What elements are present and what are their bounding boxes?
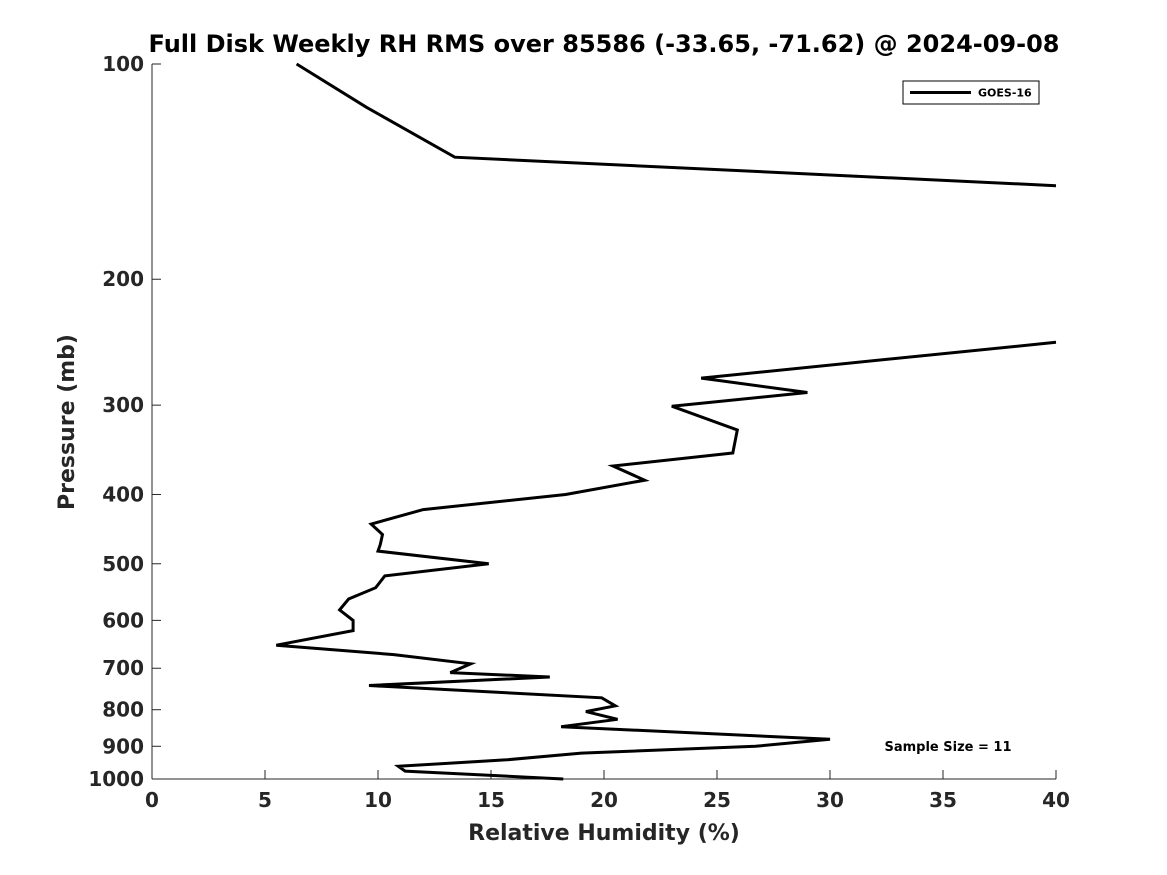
y-tick-label: 800	[102, 698, 144, 722]
chart-title: Full Disk Weekly RH RMS over 85586 (-33.…	[149, 30, 1060, 58]
y-tick-label: 100	[102, 52, 144, 76]
x-tick-label: 0	[145, 788, 159, 812]
x-tick-label: 30	[816, 788, 844, 812]
y-tick-label: 700	[102, 656, 144, 680]
series-layer	[276, 62, 1057, 781]
x-tick-label: 20	[590, 788, 618, 812]
legend-entry-goes-16: GOES-16	[978, 87, 1032, 100]
sample-size-annotation: Sample Size = 11	[884, 740, 1011, 755]
y-ticks: 100 200 300 400 500 600 700 800 900 1000	[88, 52, 161, 791]
x-ticks: 0 5 10 15 20 25 30 35 40	[145, 770, 1070, 812]
x-tick-label: 35	[929, 788, 957, 812]
y-tick-label: 600	[102, 608, 144, 632]
series-line-goes-16	[276, 340, 1057, 781]
x-tick-label: 15	[477, 788, 505, 812]
x-axis-label: Relative Humidity (%)	[468, 821, 740, 846]
legend: GOES-16	[902, 80, 1040, 105]
y-tick-label: 400	[102, 482, 144, 506]
y-tick-label: 200	[102, 267, 144, 291]
series-line-goes-16	[295, 62, 1057, 188]
y-axis-label: Pressure (mb)	[55, 334, 80, 510]
x-tick-label: 5	[258, 788, 272, 812]
y-tick-label: 500	[102, 552, 144, 576]
x-tick-label: 10	[364, 788, 392, 812]
y-tick-label: 900	[102, 734, 144, 758]
x-tick-label: 40	[1042, 788, 1070, 812]
axes	[151, 64, 1056, 780]
x-tick-label: 25	[703, 788, 731, 812]
y-tick-label: 300	[102, 393, 144, 417]
y-tick-label: 1000	[88, 767, 144, 791]
